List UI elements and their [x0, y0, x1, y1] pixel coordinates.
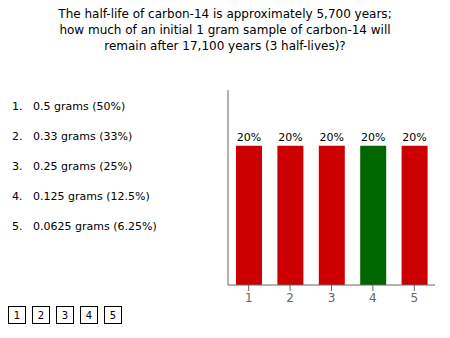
- svg-text:1: 1: [245, 291, 253, 305]
- svg-text:20%: 20%: [361, 131, 385, 144]
- html-text:5. 0.0625 grams (6.25%): 5. 0.0625 grams (6.25%): [12, 220, 157, 233]
- html-text:2. 0.33 grams (33%): 2. 0.33 grams (33%): [12, 130, 133, 143]
- svg-text:5: 5: [410, 291, 418, 305]
- html-text:1: 1: [13, 309, 21, 321]
- svg-text:3: 3: [328, 291, 336, 305]
- html-text:2: 2: [37, 309, 45, 321]
- svg-text:2: 2: [286, 291, 294, 305]
- svg-text:20%: 20%: [278, 131, 302, 144]
- html-text:5: 5: [109, 309, 117, 321]
- svg-text:20%: 20%: [402, 131, 426, 144]
- html-text:3: 3: [61, 309, 69, 321]
- html-text:1. 0.5 grams (50%): 1. 0.5 grams (50%): [12, 100, 126, 113]
- svg-text:20%: 20%: [320, 131, 344, 144]
- svg-text:4: 4: [369, 291, 377, 305]
- html-text:3. 0.25 grams (25%): 3. 0.25 grams (25%): [12, 160, 133, 173]
- html-text:4. 0.125 grams (12.5%): 4. 0.125 grams (12.5%): [12, 190, 150, 203]
- html-text:4: 4: [85, 309, 93, 321]
- svg-text:20%: 20%: [237, 131, 261, 144]
- html-text:The half-life of carbon-14 is: The half-life of carbon-14 is approximat…: [58, 7, 392, 53]
